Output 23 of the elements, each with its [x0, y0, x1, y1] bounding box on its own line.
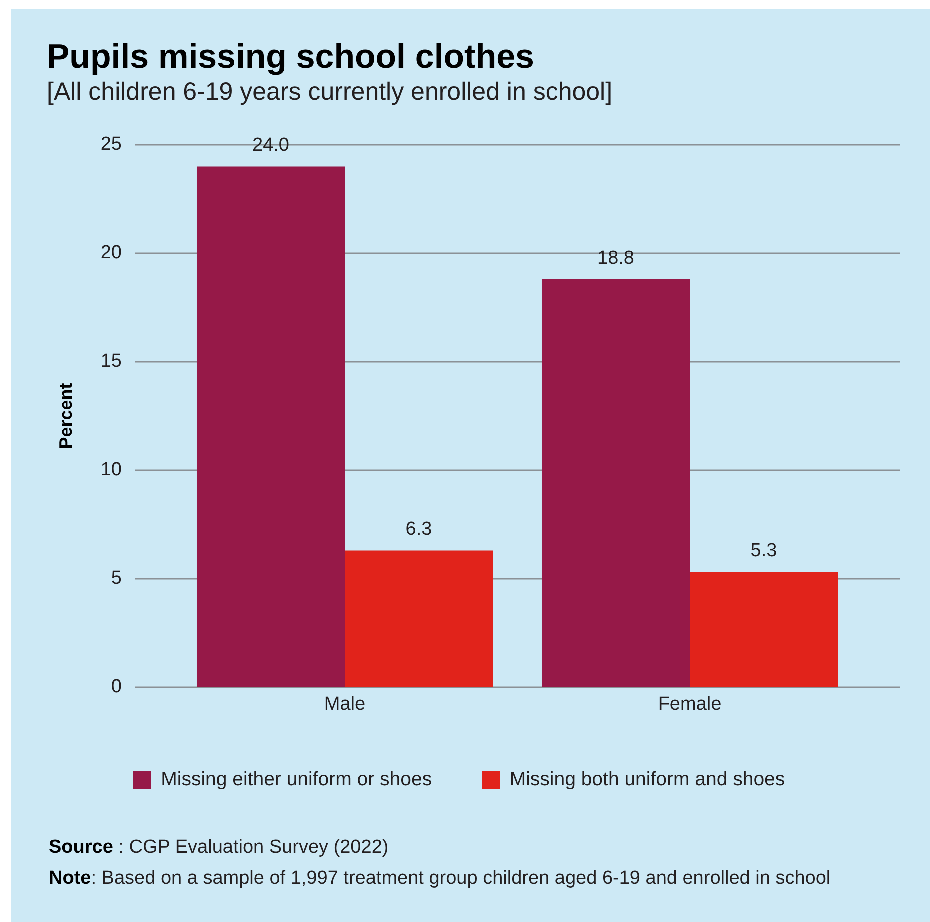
bar [690, 572, 838, 688]
bar [542, 280, 690, 688]
bar [196, 166, 345, 688]
x-tick-label: Male [324, 694, 366, 716]
y-tick-label: 0 [111, 676, 122, 698]
legend-label: Missing both uniform and shoes [510, 768, 786, 791]
y-tick-label: 10 [100, 460, 122, 481]
y-tick-label: 5 [111, 568, 122, 590]
data-label: 24.0 [252, 134, 290, 156]
data-label: 6.3 [406, 519, 432, 540]
legend-label: Missing either uniform or shoes [161, 768, 432, 791]
y-axis-title: Percent [56, 383, 76, 450]
chart-subtitle: [All children 6-19 years currently enrolled in school] [47, 78, 613, 106]
text: Note: Based on a sample of 1,997 treatment group children aged 6-19 and enrolled in school [49, 868, 831, 891]
source-note: Source : CGP Evaluation Survey (2022) [49, 837, 389, 860]
y-tick-label: 25 [100, 134, 122, 156]
data-label: 5.3 [750, 540, 778, 562]
x-tick-label: Female [658, 694, 722, 716]
bar [345, 550, 494, 688]
y-tick-label: 15 [100, 351, 122, 372]
y-tick-label: 20 [100, 242, 122, 264]
chart-title: Pupils missing school clothes [47, 38, 534, 76]
data-label: 18.8 [598, 248, 634, 269]
